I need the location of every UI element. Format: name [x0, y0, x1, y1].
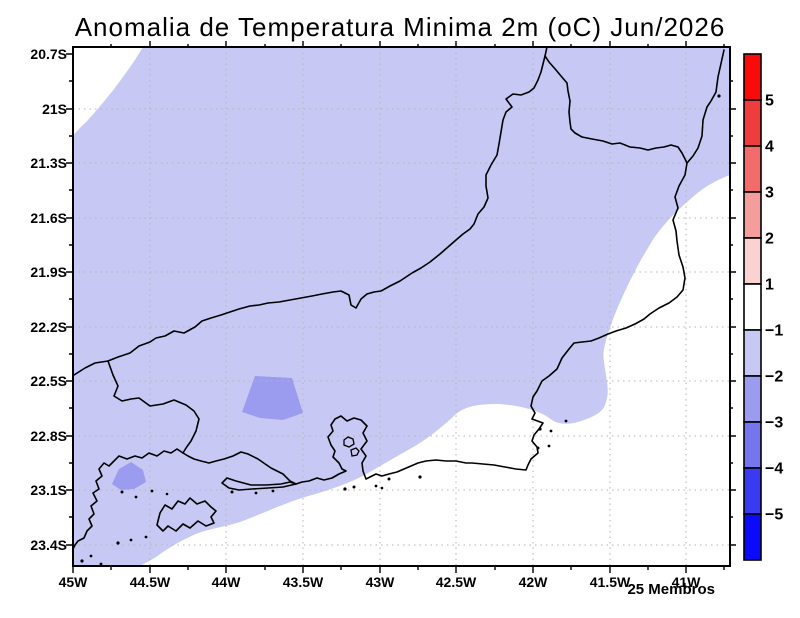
colorbar-segment: [743, 467, 762, 515]
anomaly-patch-west: [112, 462, 146, 490]
y-axis-label: 23.4S: [30, 537, 67, 553]
colorbar-label: −4: [765, 461, 783, 478]
right-axis-ticks: [730, 80, 736, 546]
colorbar-segment: [743, 191, 762, 239]
y-axis-label: 22.8S: [30, 428, 67, 444]
colorbar-segment: [743, 375, 762, 423]
x-axis-label: 42.5W: [436, 574, 477, 590]
ilha-grande-outline: [156, 497, 217, 532]
x-axis-label: 43.5W: [283, 574, 324, 590]
white-region-northwest: [71, 47, 143, 146]
colorbar-segment: [743, 99, 762, 147]
colorbar-segment: [743, 237, 762, 285]
y-axis-label: 20.7S: [30, 46, 67, 62]
colorbar-segment: [743, 283, 762, 331]
y-axis-label: 21.3S: [30, 155, 67, 171]
colorbar-label: −3: [765, 415, 783, 432]
grid-vertical-lines: [149, 47, 687, 566]
left-axis-ticks: [66, 53, 73, 546]
y-axis-label: 23.1S: [30, 482, 67, 498]
colorbar-segment: [743, 53, 762, 101]
x-axis-label: 42W: [519, 574, 549, 590]
state-border-minas-gerais: [73, 46, 548, 376]
colorbar: 5 4 3 2 1 −1 −2 −3 −4 −5: [743, 53, 783, 561]
x-axis-label: 44W: [212, 574, 242, 590]
y-axis-label: 22.2S: [30, 319, 67, 335]
state-border-sao-paulo: [107, 360, 200, 454]
x-axis-label: 41.5W: [590, 574, 631, 590]
colorbar-label: −2: [765, 369, 783, 386]
colorbar-label: 1: [765, 277, 774, 294]
y-axis-label: 21S: [42, 101, 67, 117]
anomaly-patch-center: [242, 376, 303, 420]
white-region-southeast-ocean: [140, 175, 730, 566]
colorbar-segment: [743, 513, 762, 561]
colorbar-label: −1: [765, 323, 783, 340]
y-axis-label: 21.6S: [30, 210, 67, 226]
coastal-islet-dots: [80, 94, 721, 566]
colorbar-label: 3: [765, 185, 774, 202]
colorbar-segment: [743, 421, 762, 469]
map-frame: [72, 46, 731, 567]
x-axis-label: 41W: [672, 574, 702, 590]
state-border-espirito-santo: [544, 55, 688, 164]
colorbar-label: 4: [765, 139, 774, 156]
members-label: 25 Membros: [627, 581, 715, 598]
colorbar-label: −5: [765, 507, 783, 524]
colorbar-label: 5: [765, 93, 774, 110]
marambaia-spit-outline: [221, 477, 297, 491]
plot-title: Anomalia de Temperatura Minima 2m (oC) J…: [75, 12, 726, 42]
bottom-axis-ticks: [72, 566, 725, 573]
x-axis-label: 45W: [59, 574, 89, 590]
x-axis-label: 43W: [366, 574, 396, 590]
colorbar-segment: [743, 329, 762, 377]
top-axis-ticks: [110, 41, 725, 47]
y-axis-label: 22.5S: [30, 373, 67, 389]
x-axis-label: 44.5W: [130, 574, 171, 590]
colorbar-label: 2: [765, 231, 774, 248]
colorbar-segment: [743, 145, 762, 193]
coastline: [72, 49, 725, 550]
guanabara-bay-islands: [343, 436, 360, 457]
y-axis-label: 21.9S: [30, 264, 67, 280]
